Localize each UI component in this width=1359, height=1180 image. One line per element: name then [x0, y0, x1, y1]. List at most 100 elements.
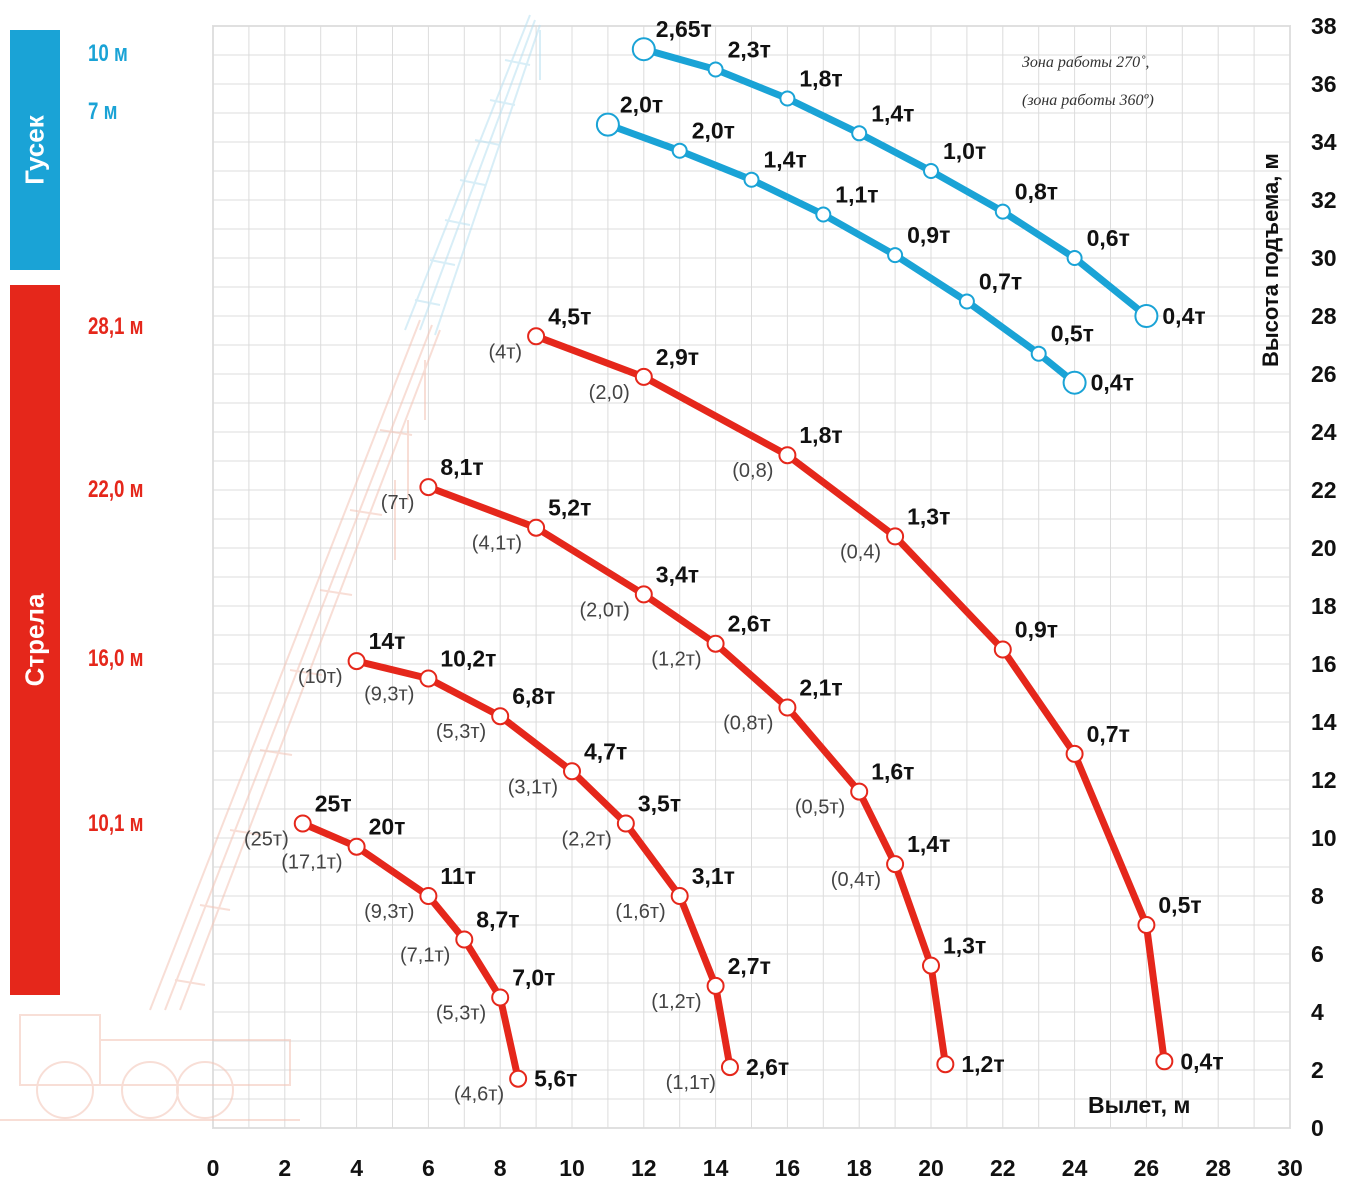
boom-length-label: 16,0 м — [88, 645, 144, 672]
load-label: 1,4т — [871, 100, 914, 126]
axes: 0 2 4 6 8 10 12 14 16 18 20 22 24 26 28 300246810121416… — [207, 13, 1337, 1180]
data-point — [887, 247, 904, 264]
data-point — [1066, 250, 1083, 266]
data-point — [958, 293, 975, 310]
load-label-360: (0,4т) — [831, 869, 881, 891]
y-tick-label: 10 — [1311, 825, 1337, 851]
load-label: 1,0т — [943, 138, 986, 164]
data-point — [706, 976, 725, 995]
y-tick-label: 0 — [1311, 1115, 1324, 1141]
load-label: 8,1т — [440, 454, 483, 480]
load-label: 5,2т — [548, 495, 591, 521]
x-tick-label: 24 — [1062, 1155, 1088, 1180]
data-point — [922, 956, 940, 975]
load-label-360: (1,1т) — [666, 1072, 716, 1094]
x-tick-label: 6 — [422, 1155, 435, 1180]
x-tick-label: 14 — [703, 1155, 729, 1180]
load-label-360: (5,3т) — [436, 721, 486, 743]
load-label-360: (0,8т) — [723, 713, 773, 735]
load-label: 14т — [369, 628, 406, 654]
load-label-360: (4,1т) — [472, 533, 522, 555]
load-label: 2,0т — [692, 118, 735, 144]
data-point — [509, 1069, 528, 1088]
load-label-360: (10т) — [298, 666, 343, 688]
data-point — [563, 762, 581, 781]
load-label: 1,2т — [961, 1051, 1004, 1077]
load-label-360: (0,4) — [840, 541, 881, 563]
load-label: 3,4т — [656, 561, 699, 587]
data-point — [1062, 370, 1087, 395]
load-label: 0,4т — [1180, 1048, 1223, 1074]
load-label-360: (1,2т) — [651, 649, 701, 671]
y-tick-label: 24 — [1311, 419, 1337, 445]
load-label: 0,4т — [1091, 370, 1134, 396]
load-label: 2,1т — [799, 675, 842, 701]
y-tick-label: 36 — [1311, 71, 1337, 97]
data-point — [293, 814, 312, 833]
y-tick-label: 30 — [1311, 245, 1337, 271]
y-tick-label: 14 — [1311, 709, 1337, 735]
x-tick-label: 16 — [775, 1155, 801, 1180]
load-label: 0,6т — [1087, 225, 1130, 251]
jib-series: 2,65т 2,3т 1,8т 1,4т 1,0т 0,8т 0,6т 0,4т — [631, 16, 1206, 329]
load-label: 20т — [369, 814, 406, 840]
load-label: 2,6т — [728, 611, 771, 637]
boom-bar: Стрела — [10, 285, 60, 995]
load-label: 1,6т — [871, 759, 914, 785]
x-axis-label: Вылет, м — [1088, 1092, 1190, 1118]
data-point — [993, 640, 1012, 659]
x-tick-label: 10 — [559, 1155, 585, 1180]
y-tick-label: 2 — [1311, 1057, 1324, 1083]
load-label-360: (3,1т) — [508, 776, 558, 798]
series-line — [604, 121, 1079, 387]
boom-series: 8,1т (7т) 5,2т (4,1т) 3,4т (2,0т) 2,6т (1,2т) 2,… — [381, 454, 1005, 1077]
load-label-360: (1,2т) — [651, 991, 701, 1013]
data-point — [886, 855, 905, 874]
load-label-360: (2,0) — [589, 382, 630, 404]
load-label-360: (5,3т) — [436, 1003, 486, 1025]
load-label: 7,0т — [512, 965, 555, 991]
load-label: 1,4т — [907, 831, 950, 857]
load-label-360: (0,5т) — [795, 797, 845, 819]
load-label: 2,65т — [656, 16, 712, 42]
load-label: 1,3т — [943, 933, 986, 959]
load-label: 2,6т — [746, 1054, 789, 1080]
load-label: 2,3т — [728, 37, 771, 63]
x-tick-label: 4 — [350, 1155, 363, 1180]
load-label-360: (9,3т) — [364, 684, 414, 706]
boom-series: 14т (10т) 10,2т (9,3т) 6,8т (5,3т) 4,7т (3,1т) 3… — [298, 628, 789, 1094]
data-point — [491, 707, 510, 726]
data-point — [455, 930, 474, 949]
x-tick-label: 8 — [494, 1155, 507, 1180]
data-point — [850, 782, 869, 801]
data-point — [634, 585, 653, 604]
y-tick-label: 26 — [1311, 361, 1337, 387]
data-point — [631, 37, 656, 62]
load-label: 0,5т — [1158, 892, 1201, 918]
load-label-360: (9,3т) — [364, 901, 414, 923]
load-label: 25т — [315, 791, 352, 817]
jib-series: 2,0т 2,0т 1,4т 1,1т 0,9т 0,7т 0,5т 0,4т — [595, 92, 1134, 396]
load-label-360: (4т) — [488, 341, 522, 363]
data-point — [743, 171, 760, 188]
y-tick-label: 4 — [1311, 999, 1324, 1025]
series-line — [299, 820, 522, 1083]
data-point — [347, 652, 366, 671]
x-tick-label: 28 — [1205, 1155, 1231, 1180]
load-label: 0,8т — [1015, 179, 1058, 205]
load-label: 0,7т — [1087, 721, 1130, 747]
data-point — [886, 527, 905, 546]
boom-length-label: 22,0 м — [88, 476, 144, 503]
boom-length-label: 28,1 м — [88, 313, 144, 340]
data-point — [527, 327, 546, 346]
data-point — [778, 698, 797, 717]
load-label: 1,1т — [835, 182, 878, 208]
load-label: 0,9т — [1015, 617, 1058, 643]
data-point — [707, 61, 724, 78]
data-point — [671, 142, 688, 159]
load-label: 2,0т — [620, 92, 663, 118]
data-point — [706, 634, 725, 653]
load-label: 3,5т — [638, 791, 681, 817]
y-tick-label: 28 — [1311, 303, 1337, 329]
load-label: 2,7т — [728, 953, 771, 979]
